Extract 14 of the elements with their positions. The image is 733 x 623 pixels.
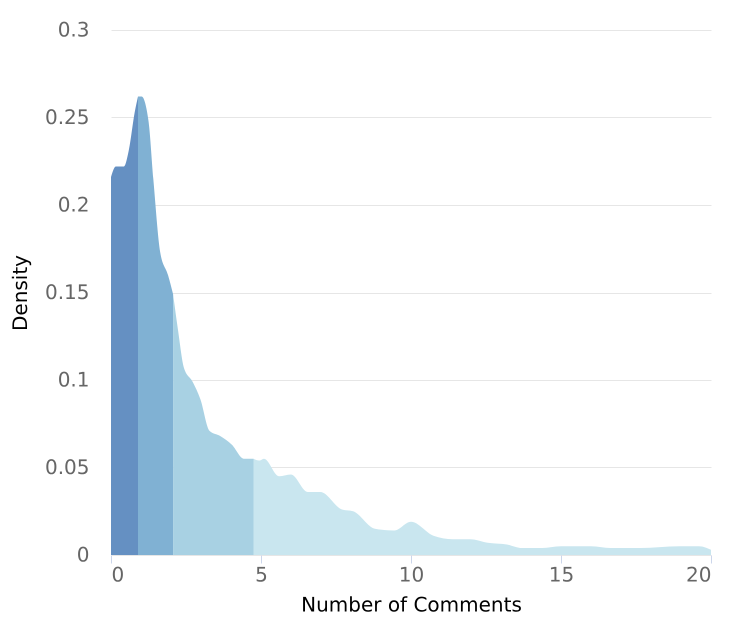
- x-tick-label: 0: [112, 562, 124, 586]
- y-tick-label: 0: [76, 542, 90, 566]
- x-axis-title: Number of Comments: [301, 592, 522, 616]
- y-tick-label: 0.3: [58, 18, 90, 42]
- y-tick-label: 0.25: [44, 105, 90, 129]
- x-tick-label: 5: [255, 562, 268, 586]
- x-tick-label: 15: [548, 562, 574, 586]
- y-tick-label: 0.1: [58, 368, 90, 392]
- y-tick-label: 0.15: [44, 280, 90, 304]
- x-tick-label: 20: [686, 562, 712, 586]
- y-tick-label: 0.2: [58, 192, 90, 216]
- y-tick-label: 0.05: [44, 455, 90, 479]
- y-axis-title: Density: [8, 254, 32, 332]
- x-tick-label: 10: [398, 562, 424, 586]
